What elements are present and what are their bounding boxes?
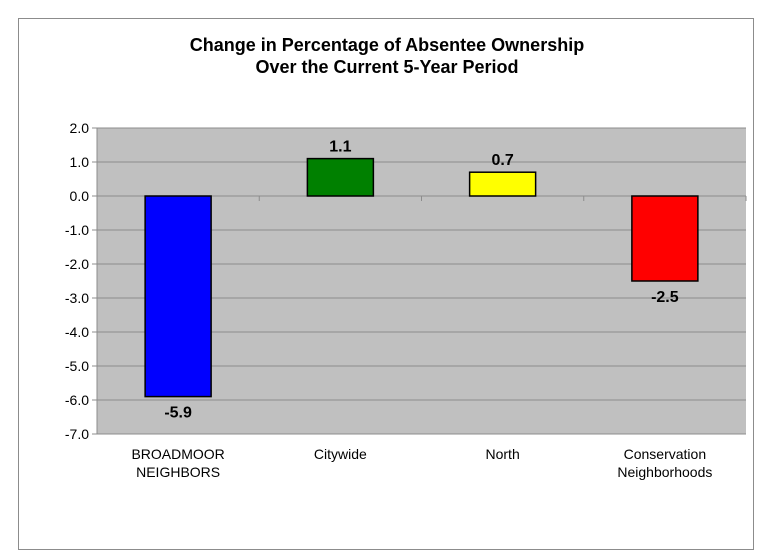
x-category-label: Conservation: [624, 446, 707, 462]
data-label: -2.5: [651, 289, 679, 306]
x-category-label: Citywide: [314, 446, 367, 462]
x-category-label: BROADMOOR: [131, 446, 224, 462]
y-tick-label: 1.0: [70, 154, 90, 170]
x-category-label: Neighborhoods: [617, 464, 712, 480]
bar: [468, 171, 537, 197]
y-tick-label: 0.0: [70, 188, 90, 204]
data-label: -5.9: [164, 405, 192, 422]
y-axis-ticks: 2.0 1.0 0.0 -1.0 -2.0 -3.0 -4.0 -5.0 -6.0 -7.0: [65, 120, 89, 442]
chart-title: Change in Percentage of Absentee Ownersh…: [190, 35, 584, 77]
y-tick-label: -7.0: [65, 426, 89, 442]
y-tick-label: -6.0: [65, 392, 89, 408]
y-tick-label: -5.0: [65, 358, 89, 374]
y-tick-label: -1.0: [65, 222, 89, 238]
data-label: 1.1: [329, 139, 351, 156]
bar: [144, 195, 212, 398]
y-tick-label: -3.0: [65, 290, 89, 306]
category-labels: BROADMOOR NEIGHBORS Citywide North Conservat…: [131, 446, 712, 480]
bars: [144, 157, 699, 398]
chart-title-line: Over the Current 5-Year Period: [255, 57, 518, 77]
bar: [306, 157, 375, 197]
y-tick-label: -2.0: [65, 256, 89, 272]
x-category-label: NEIGHBORS: [136, 464, 220, 480]
chart-title-line: Change in Percentage of Absentee Ownersh…: [190, 35, 584, 55]
bar: [631, 195, 699, 282]
data-labels: -5.9 1.1 0.7 -2.5: [164, 139, 678, 422]
y-tick-label: -4.0: [65, 324, 89, 340]
x-category-label: North: [486, 446, 520, 462]
y-tick-label: 2.0: [70, 120, 90, 136]
data-label: 0.7: [492, 152, 514, 169]
